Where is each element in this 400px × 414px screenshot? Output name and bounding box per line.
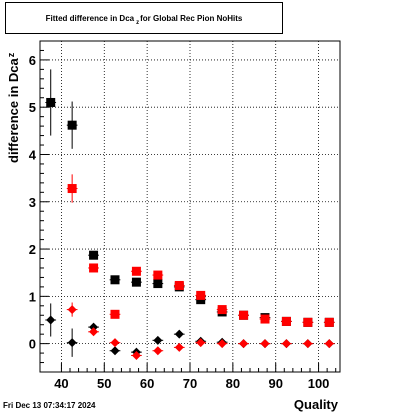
x-axis-label: Quality bbox=[293, 397, 338, 412]
x-tick-label: 70 bbox=[183, 376, 197, 391]
data-point-square bbox=[67, 120, 77, 130]
x-tick-label: 90 bbox=[268, 376, 282, 391]
data-point-diamond bbox=[324, 339, 334, 349]
data-point-square bbox=[324, 317, 334, 327]
grid-lines bbox=[40, 41, 340, 372]
x-tick-label: 80 bbox=[226, 376, 240, 391]
chart-title-prefix: Fitted difference in Dca bbox=[45, 13, 135, 23]
data-point-square bbox=[131, 266, 141, 276]
y-tick-label: 6 bbox=[29, 53, 36, 68]
data-point-diamond bbox=[174, 329, 184, 339]
series-1-square-red bbox=[66, 174, 335, 327]
data-point-square bbox=[217, 305, 227, 315]
data-point-square bbox=[67, 184, 77, 194]
data-point-square bbox=[303, 317, 313, 327]
svg-text:difference in Dcaz: difference in Dcaz bbox=[6, 52, 21, 163]
data-point-square bbox=[153, 270, 163, 280]
y-tick-label: 4 bbox=[29, 147, 37, 162]
x-tick-label: 50 bbox=[97, 376, 111, 391]
chart-title-subscript: z bbox=[136, 20, 140, 26]
data-point-diamond bbox=[303, 339, 313, 349]
y-tick-label: 5 bbox=[29, 100, 36, 115]
y-tick-label: 1 bbox=[29, 289, 36, 304]
y-axis-label-subscript: z bbox=[6, 52, 16, 57]
data-point-diamond bbox=[260, 339, 270, 349]
data-marks bbox=[45, 69, 335, 360]
data-point-square bbox=[46, 97, 56, 107]
data-point-square bbox=[131, 277, 141, 287]
data-point-diamond bbox=[110, 346, 120, 356]
data-point-square bbox=[153, 279, 163, 289]
footer-timestamp: Fri Dec 13 07:34:17 2024 bbox=[3, 401, 96, 410]
data-point-diamond bbox=[196, 338, 206, 348]
data-point-square bbox=[89, 250, 99, 260]
data-point-diamond bbox=[153, 335, 163, 345]
data-point-square bbox=[89, 263, 99, 273]
series-3-diamond-red bbox=[66, 302, 335, 360]
chart-title-suffix: for Global Rec Pion NoHits bbox=[140, 13, 243, 23]
data-point-square bbox=[196, 290, 206, 300]
data-point-diamond bbox=[131, 350, 141, 360]
data-point-diamond bbox=[239, 339, 249, 349]
x-tick-label: 100 bbox=[308, 376, 330, 391]
data-point-diamond bbox=[89, 322, 99, 332]
data-point-diamond bbox=[174, 342, 184, 352]
y-tick-label: 3 bbox=[29, 195, 36, 210]
data-point-square bbox=[239, 310, 249, 320]
y-tick-label: 2 bbox=[29, 242, 36, 257]
data-point-square bbox=[281, 316, 291, 326]
chart-title-box: Fitted difference in Dca z for Global Rec … bbox=[5, 2, 283, 34]
data-point-diamond bbox=[67, 338, 77, 348]
x-tick-label: 40 bbox=[54, 376, 68, 391]
chart-title: Fitted difference in Dca z for Global Rec … bbox=[6, 3, 282, 33]
data-point-diamond bbox=[217, 339, 227, 349]
data-point-square bbox=[110, 309, 120, 319]
x-tick-label: 60 bbox=[140, 376, 154, 391]
data-point-diamond bbox=[153, 346, 163, 356]
data-point-diamond bbox=[89, 327, 99, 337]
y-axis-label: difference in Dcaz bbox=[6, 52, 21, 163]
data-point-diamond bbox=[67, 305, 77, 315]
y-tick-label: 0 bbox=[29, 337, 36, 352]
data-point-diamond bbox=[110, 338, 120, 348]
data-point-diamond bbox=[46, 315, 56, 325]
data-point-square bbox=[174, 280, 184, 290]
data-point-square bbox=[260, 314, 270, 324]
data-point-diamond bbox=[281, 339, 291, 349]
data-point-square bbox=[110, 275, 120, 285]
axes: 40 50 60 70 80 90 100 0 1 2 3 4 5 6 bbox=[29, 49, 337, 391]
y-axis-label-main: difference in Dca bbox=[6, 57, 21, 163]
